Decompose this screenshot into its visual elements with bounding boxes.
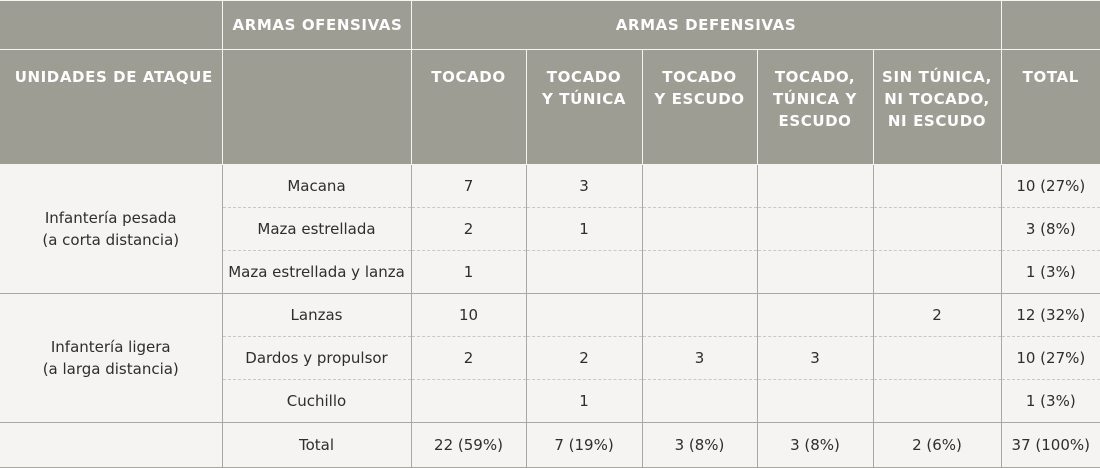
weapon-cell: Maza estrellada: [222, 207, 412, 251]
totals-cell: 3 (8%): [641, 422, 758, 468]
header-unidades-de-ataque: UNIDADES DE ATAQUE: [0, 49, 223, 165]
header-blank-cell: [0, 0, 223, 50]
totals-grand-total: 37 (100%): [1000, 422, 1100, 468]
col-tocado-tunica: TOCADO Y TÚNICA: [525, 49, 643, 165]
value-cell: [525, 250, 643, 294]
table-body: Infantería pesada (a corta distancia) Mac…: [0, 164, 1100, 468]
header-blank-cell: [221, 49, 412, 165]
header-armas-defensivas: ARMAS DEFENSIVAS: [410, 0, 1002, 50]
col-tocado-tunica-escudo: TOCADO, TÚNICA Y ESCUDO: [756, 49, 874, 165]
value-cell: 1: [410, 250, 527, 294]
col-total: TOTAL: [1000, 49, 1100, 165]
table-row: Dardos y propulsor 2 2 3 3 10 (27%): [0, 336, 1100, 380]
value-cell: [756, 207, 874, 251]
total-cell: 10 (27%): [1000, 164, 1100, 208]
total-cell: 1 (3%): [1000, 379, 1100, 423]
value-cell: [872, 379, 1002, 423]
value-cell: [872, 207, 1002, 251]
value-cell: 1: [525, 207, 643, 251]
unit-group-label: Infantería pesada (a corta distancia): [0, 164, 223, 294]
table-row: Infantería ligera (a larga distancia) Lan…: [0, 293, 1100, 423]
header-row-1: ARMAS OFENSIVAS ARMAS DEFENSIVAS: [0, 0, 1100, 50]
col-tocado: TOCADO: [410, 49, 527, 165]
value-cell: [756, 250, 874, 294]
table-row: Maza estrellada 2 1 3 (8%): [0, 207, 1100, 251]
header-armas-ofensivas: ARMAS OFENSIVAS: [221, 0, 412, 50]
value-cell: 3: [641, 336, 758, 380]
value-cell: 2: [525, 336, 643, 380]
header-row-2: UNIDADES DE ATAQUE TOCADO TOCADO Y TÚNICA…: [0, 49, 1100, 165]
weapon-cell: Lanzas: [221, 293, 412, 337]
value-cell: 2: [410, 336, 527, 380]
value-cell: [872, 250, 1002, 294]
value-cell: 3: [756, 336, 874, 380]
value-cell: 2: [410, 207, 527, 251]
value-cell: [641, 164, 758, 208]
weapon-cell: Macana: [221, 164, 412, 208]
unit-group-label: Infantería ligera (a larga distancia): [0, 293, 223, 423]
value-cell: 1: [525, 379, 643, 423]
value-cell: [872, 336, 1002, 380]
value-cell: [641, 207, 758, 251]
value-cell: 2: [872, 293, 1002, 337]
total-cell: 12 (32%): [1000, 293, 1100, 337]
totals-row: Total 22 (59%) 7 (19%) 3 (8%) 3 (8%) 2 (…: [0, 422, 1100, 468]
value-cell: [641, 379, 758, 423]
header-blank-cell: [1000, 0, 1100, 50]
total-cell: 3 (8%): [1000, 207, 1100, 251]
total-cell: 10 (27%): [1000, 336, 1100, 380]
value-cell: [872, 164, 1002, 208]
weapon-cell: Maza estrellada y lanza: [222, 250, 412, 294]
totals-cell: 22 (59%): [410, 422, 527, 468]
value-cell: [641, 293, 758, 337]
totals-cell: 7 (19%): [525, 422, 643, 468]
table-row: Maza estrellada y lanza 1 1 (3%): [0, 250, 1100, 294]
value-cell: [756, 164, 874, 208]
totals-label: Total: [221, 422, 412, 468]
totals-cell: 2 (6%): [872, 422, 1002, 468]
weapon-cell: Dardos y propulsor: [222, 336, 412, 380]
totals-blank-cell: [0, 422, 223, 468]
value-cell: [641, 250, 758, 294]
value-cell: [756, 293, 874, 337]
table-row: Cuchillo 1 1 (3%): [0, 379, 1100, 423]
value-cell: [756, 379, 874, 423]
value-cell: 10: [410, 293, 527, 337]
value-cell: [410, 379, 527, 423]
weapon-cell: Cuchillo: [222, 379, 412, 423]
col-tocado-escudo: TOCADO Y ESCUDO: [641, 49, 758, 165]
value-cell: 7: [410, 164, 527, 208]
table-header: ARMAS OFENSIVAS ARMAS DEFENSIVAS UNIDADE…: [0, 0, 1100, 165]
value-cell: [525, 293, 643, 337]
col-sin-tunica-tocado-escudo: SIN TÚNICA, NI TOCADO, NI ESCUDO: [872, 49, 1002, 165]
value-cell: 3: [525, 164, 643, 208]
total-cell: 1 (3%): [1000, 250, 1100, 294]
table-row: Infantería pesada (a corta distancia) Mac…: [0, 164, 1100, 294]
totals-cell: 3 (8%): [756, 422, 874, 468]
